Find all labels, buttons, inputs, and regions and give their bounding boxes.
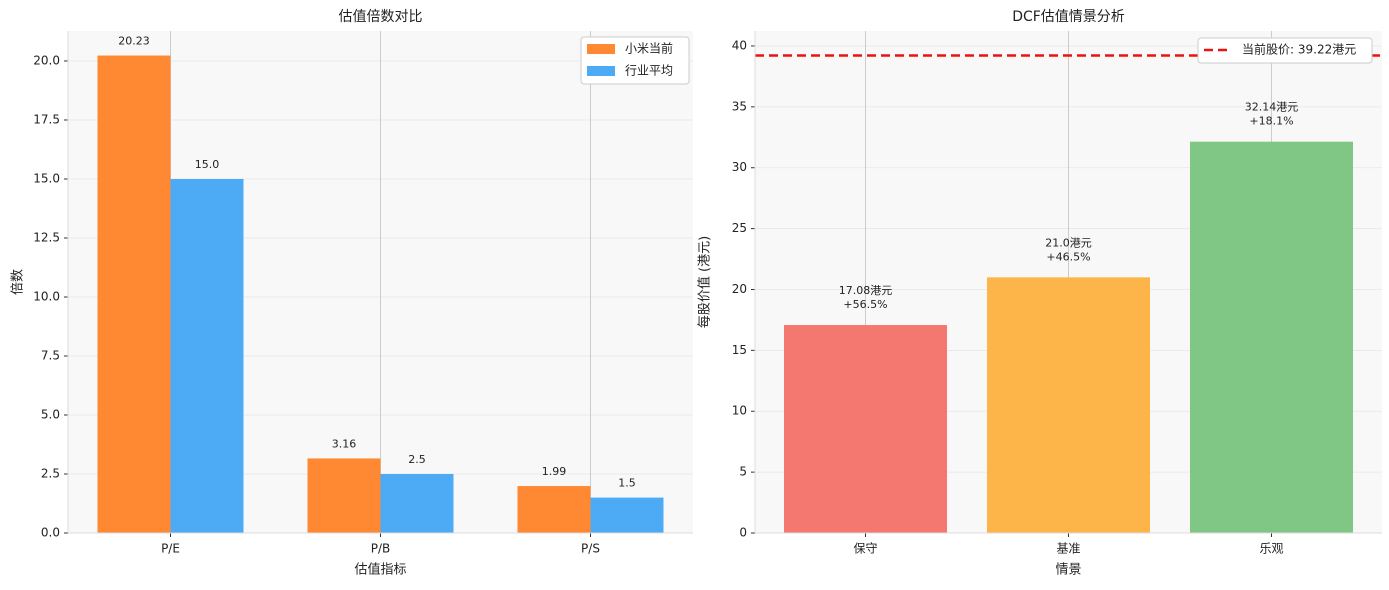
bar bbox=[590, 497, 664, 533]
data-label: 2.5 bbox=[408, 453, 426, 466]
y-tick-label: 25 bbox=[732, 221, 747, 235]
legend-label: 当前股价: 39.22港元 bbox=[1242, 42, 1356, 57]
y-tick-label: 0.0 bbox=[41, 526, 60, 540]
y-axis-label: 倍数 bbox=[11, 269, 26, 295]
data-label: 15.0 bbox=[195, 158, 220, 171]
legend-label: 行业平均 bbox=[625, 64, 673, 78]
data-label: 17.08港元 bbox=[839, 284, 893, 297]
x-axis-label: 情景 bbox=[1055, 563, 1081, 578]
x-tick-label: P/B bbox=[371, 542, 391, 556]
y-tick-label: 5.0 bbox=[41, 407, 60, 421]
data-label: 1.5 bbox=[618, 477, 636, 490]
y-tick-label: 20.0 bbox=[33, 53, 60, 67]
x-tick-label: 保守 bbox=[853, 542, 877, 556]
y-axis-label: 每股价值 (港元) bbox=[697, 236, 713, 328]
legend-swatch bbox=[587, 66, 615, 76]
legend-swatch bbox=[587, 44, 615, 54]
chart-title: 估值倍数对比 bbox=[339, 9, 423, 25]
y-tick-label: 2.5 bbox=[41, 466, 60, 480]
bar bbox=[380, 473, 454, 533]
x-axis-label: 估值指标 bbox=[354, 562, 406, 578]
data-label: 3.16 bbox=[332, 437, 357, 450]
y-tick-label: 15 bbox=[732, 343, 747, 357]
legend-box bbox=[1197, 37, 1373, 64]
y-tick-label: 40 bbox=[732, 38, 747, 52]
bar bbox=[97, 55, 171, 533]
bar bbox=[987, 277, 1150, 533]
data-label: 20.23 bbox=[118, 35, 150, 48]
change-label: +18.1% bbox=[1249, 115, 1293, 128]
bar bbox=[517, 486, 591, 533]
y-tick-label: 10.0 bbox=[33, 289, 60, 303]
x-tick-label: 基准 bbox=[1056, 542, 1080, 556]
x-tick-label: P/S bbox=[581, 542, 600, 556]
y-tick-label: 20 bbox=[732, 282, 747, 296]
change-label: +46.5% bbox=[1046, 250, 1090, 263]
y-tick-label: 30 bbox=[732, 160, 747, 174]
bar bbox=[170, 178, 244, 533]
y-tick-label: 35 bbox=[732, 99, 747, 113]
y-tick-label: 12.5 bbox=[33, 230, 60, 244]
legend-label: 小米当前 bbox=[625, 41, 673, 56]
x-tick-label: P/E bbox=[161, 542, 180, 556]
data-label: 1.99 bbox=[542, 465, 567, 478]
y-tick-label: 17.5 bbox=[33, 112, 60, 126]
y-tick-label: 5 bbox=[739, 465, 747, 479]
change-label: +56.5% bbox=[843, 298, 887, 311]
y-tick-label: 0 bbox=[739, 526, 747, 540]
y-tick-label: 7.5 bbox=[41, 348, 60, 362]
bar bbox=[1190, 141, 1353, 533]
data-label: 32.14港元 bbox=[1245, 101, 1299, 114]
x-tick-label: 乐观 bbox=[1259, 542, 1283, 556]
bar bbox=[784, 325, 947, 533]
chart-title: DCF估值情景分析 bbox=[1012, 9, 1125, 25]
data-label: 21.0港元 bbox=[1045, 236, 1092, 249]
bar bbox=[307, 458, 381, 533]
y-tick-label: 15.0 bbox=[33, 171, 60, 185]
y-tick-label: 10 bbox=[732, 404, 747, 418]
